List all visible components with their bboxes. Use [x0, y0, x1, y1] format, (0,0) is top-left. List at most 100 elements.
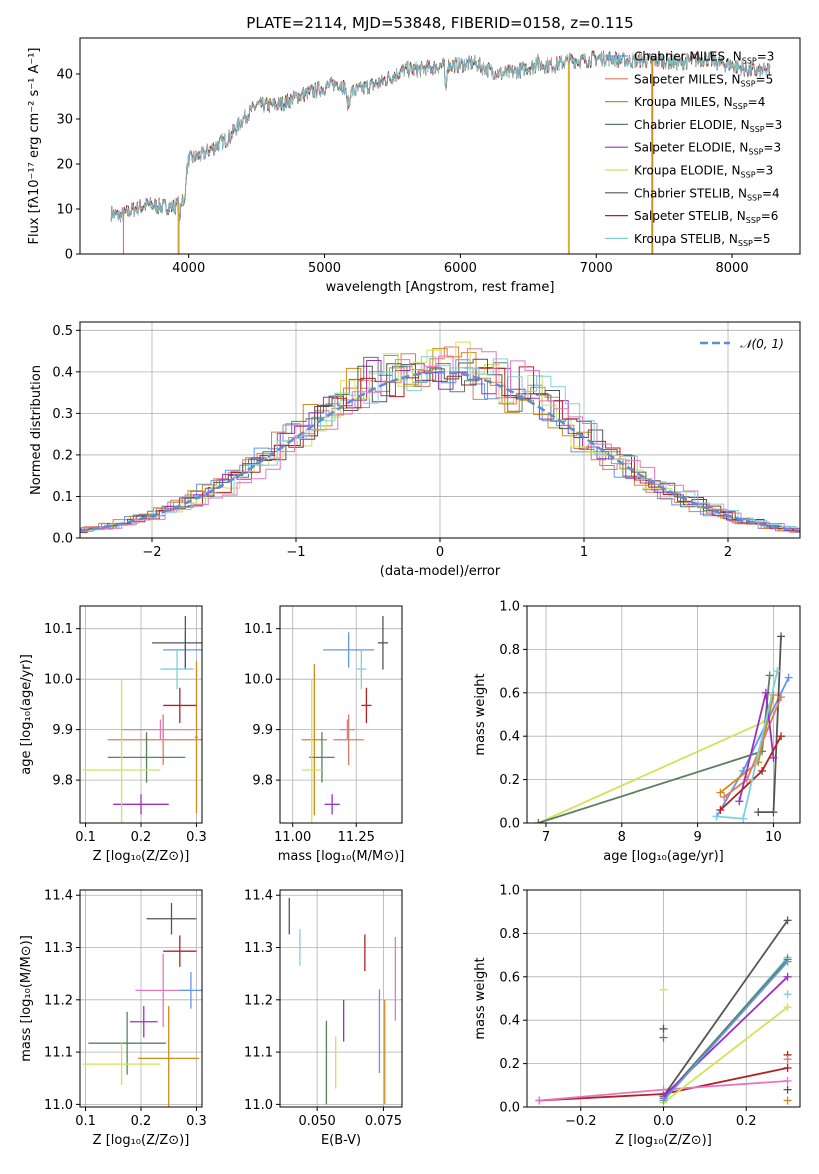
y-tick-label: 11.3: [244, 941, 273, 956]
y-tick-label: 0.4: [499, 1014, 520, 1029]
x-tick-label: 6000: [444, 261, 477, 276]
x-tick-label: 0: [436, 545, 444, 560]
axes-frame: [79, 321, 801, 539]
x-axis-label: Z [log₁₀(Z/Z⊙)]: [93, 1133, 190, 1148]
y-tick-label: 10: [56, 203, 73, 218]
legend-value: =4: [762, 186, 780, 200]
histogram-steps: [80, 341, 800, 533]
y-tick-label: 0.0: [52, 532, 73, 547]
weight-lines: [535, 916, 792, 1107]
error-bars: [301, 616, 389, 823]
chart-title: PLATE=2114, MJD=53848, FIBERID=0158, z=0…: [246, 14, 633, 32]
histogram-series: [80, 360, 800, 533]
axes-frame: [526, 605, 801, 824]
x-tick-label: 0.1: [75, 1114, 96, 1129]
y-tick-label: 11.0: [44, 1098, 73, 1113]
y-tick-label: 0.8: [499, 643, 520, 658]
x-tick-label: 7: [542, 830, 550, 845]
legend-value: =3: [765, 118, 783, 132]
y-tick-label: 30: [56, 113, 73, 128]
histogram-series: [80, 341, 800, 532]
x-tick-label: 0.3: [186, 1114, 207, 1129]
x-tick-label: 2: [724, 545, 732, 560]
x-tick-label: 11.00: [274, 830, 311, 845]
axes-frame: [79, 605, 203, 824]
weight-series-line: [662, 961, 789, 1102]
normal-curve: [80, 371, 798, 532]
legend-label: Kroupa STELIB, NSSP=5: [634, 232, 771, 248]
x-tick-label: 11.25: [338, 830, 375, 845]
legend-subscript: SSP: [747, 193, 762, 202]
legend-label: Salpeter STELIB, NSSP=6: [634, 209, 778, 225]
y-axis-label: Flux [fλ10⁻¹⁷ erg cm⁻² s⁻¹ A⁻¹]: [27, 48, 42, 245]
age_vs_Z-panel: 0.1 0.2 0.3 9.8 9.9 10.0 10.1 Z [log₁₀(Z/Z⊙)] ag…: [19, 605, 207, 864]
mass_vs_Z-panel: 0.1 0.2 0.3 11.0 11.1 11.2 11.3 11.4 Z [log₁₀(Z/…: [19, 889, 207, 1148]
legend-subscript: SSP: [741, 171, 756, 180]
weight_vs_age-panel: 7 8 9 10 0.0 0.2 0.4 0.6 0.8 1.0 age [log₁₀(age/yr…: [473, 600, 801, 864]
y-tick-label: 20: [56, 158, 73, 173]
legend-label: Chabrier MILES, NSSP=3: [634, 50, 774, 66]
y-axis-label: mass weight: [473, 673, 488, 755]
legend-value: =3: [763, 141, 781, 155]
x-tick-label: 8: [618, 830, 626, 845]
y-tick-label: 0.6: [499, 970, 520, 985]
x-tick-label: 4000: [172, 261, 205, 276]
legend-label: Chabrier ELODIE, NSSP=3: [634, 118, 782, 134]
y-tick-label: 9.8: [252, 774, 273, 789]
x-axis-label: E(B-V): [321, 1133, 361, 1148]
y-tick-label: 10.0: [44, 673, 73, 688]
axes-frame: [526, 889, 801, 1108]
y-tick-label: 0.0: [499, 817, 520, 832]
weight-series-line: [662, 919, 789, 1097]
x-axis-label: mass [log₁₀(M/M⊙)]: [278, 849, 405, 864]
error-bars: [288, 897, 397, 1105]
y-tick-label: 11.3: [44, 941, 73, 956]
legend-value: =5: [753, 232, 771, 246]
weight-series-line: [662, 976, 789, 1097]
y-tick-label: 0.2: [499, 1057, 520, 1072]
y-tick-label: 0: [65, 248, 73, 263]
legend-label: Kroupa MILES, NSSP=4: [634, 95, 765, 111]
weight_vs_Z-panel: −0.2 0.0 0.2 0.0 0.2 0.4 0.6 0.8 1.0 Z [log₁₀(Z/Z…: [473, 884, 801, 1148]
legend-subscript: SSP: [748, 148, 763, 157]
legend-label: Salpeter ELODIE, NSSP=3: [634, 141, 781, 157]
y-tick-label: 9.9: [52, 723, 73, 738]
y-tick-label: 0.3: [52, 407, 73, 422]
axes-frame: [79, 37, 801, 255]
y-tick-label: 11.1: [44, 1046, 73, 1061]
x-tick-label: 0.2: [131, 1114, 152, 1129]
x-tick-label: 0.050: [299, 1114, 336, 1129]
y-tick-label: 0.2: [499, 773, 520, 788]
legend-subscript: SSP: [750, 125, 765, 134]
legend-label: Chabrier STELIB, NSSP=4: [634, 186, 780, 202]
legend-subscript: SSP: [746, 216, 761, 225]
x-tick-label: −1: [286, 545, 305, 560]
y-tick-label: 1.0: [499, 884, 520, 899]
y-tick-label: 0.8: [499, 927, 520, 942]
x-tick-label: 0.1: [75, 830, 96, 845]
mass_vs_EBV-panel: 0.050 0.075 11.0 11.1 11.2 11.3 11.4 E(B-V): [244, 889, 403, 1148]
y-tick-label: 0.6: [499, 686, 520, 701]
weight-lines: [534, 632, 793, 823]
axes-frame: [279, 889, 403, 1108]
x-axis-label: age [log₁₀(age/yr)]: [603, 849, 724, 864]
x-axis-label: wavelength [Angstrom, rest frame]: [326, 280, 555, 295]
y-tick-label: 11.1: [244, 1046, 273, 1061]
x-tick-label: 1: [580, 545, 588, 560]
y-tick-label: 1.0: [499, 600, 520, 615]
y-tick-label: 0.2: [52, 448, 73, 463]
error-bars: [82, 903, 202, 1107]
x-tick-label: 0.2: [131, 830, 152, 845]
y-axis-label: Normed distribution: [29, 365, 44, 495]
x-tick-label: 10: [765, 830, 782, 845]
error-bars: [82, 616, 202, 823]
y-tick-label: 11.4: [44, 889, 73, 904]
y-tick-label: 0.4: [499, 730, 520, 745]
axes-frame: [279, 605, 403, 824]
y-axis-label: age [log₁₀(age/yr)]: [19, 654, 34, 775]
x-tick-label: 0.0: [653, 1114, 674, 1129]
y-axis-label: mass [log₁₀(M/M⊙)]: [19, 935, 34, 1062]
spectrum-panel: 4000 5000 6000 7000 8000 0 10 20 30 40 wavelength …: [27, 14, 801, 295]
